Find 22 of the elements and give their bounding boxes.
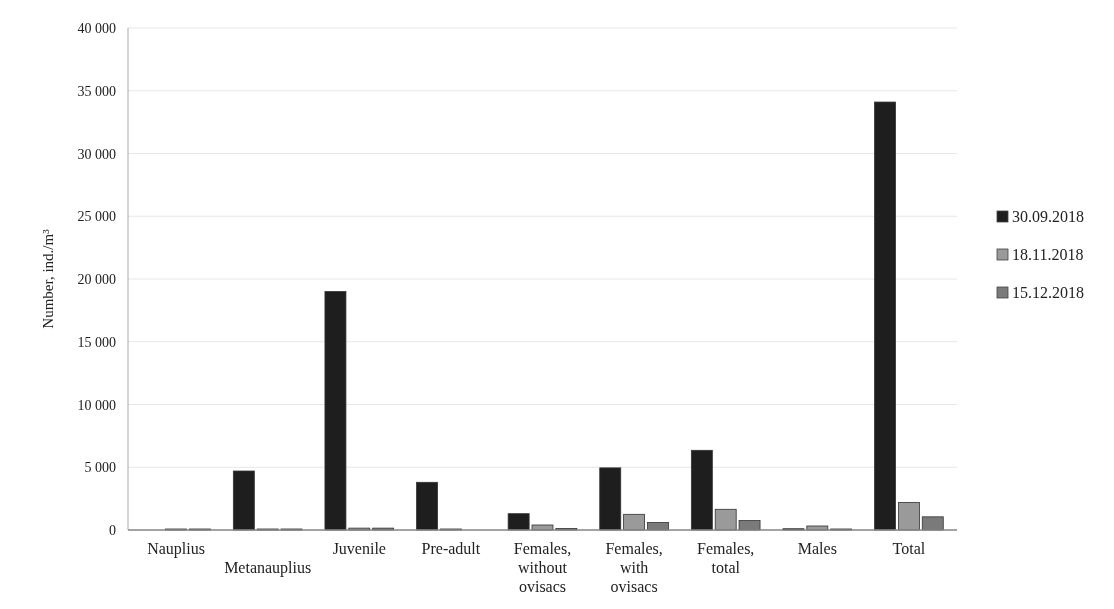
y-tick-label: 10 000 xyxy=(77,397,116,413)
y-tick-label: 40 000 xyxy=(77,21,116,36)
y-tick-label: 25 000 xyxy=(77,209,116,225)
x-tick-label: Females, total xyxy=(697,540,755,576)
x-tick-label: Females, without ovisacs xyxy=(513,540,572,595)
y-tick-label: 0 xyxy=(109,523,116,538)
legend-label: 18.11.2018 xyxy=(1012,246,1084,263)
x-tick-label: Metanauplius xyxy=(224,559,312,577)
x-tick-label: Females, with ovisacs xyxy=(605,540,663,595)
y-tick-label: 30 000 xyxy=(77,146,116,162)
x-tick-label: Total xyxy=(892,540,926,557)
y-tick-label: 35 000 xyxy=(77,83,116,99)
x-tick-label: Nauplius xyxy=(147,540,205,558)
y-tick-label: 5 000 xyxy=(84,460,116,476)
legend-label: 15.12.2018 xyxy=(1012,284,1084,301)
legend-label: 30.09.2018 xyxy=(1012,208,1084,225)
x-tick-label: Juvenile xyxy=(332,540,386,557)
y-axis-title: Number, ind./m³ xyxy=(40,228,56,329)
x-tick-label: Pre-adult xyxy=(421,540,481,557)
x-tick-label: Males xyxy=(797,540,837,557)
y-tick-label: 15 000 xyxy=(77,334,116,350)
y-tick-label: 20 000 xyxy=(77,272,116,287)
